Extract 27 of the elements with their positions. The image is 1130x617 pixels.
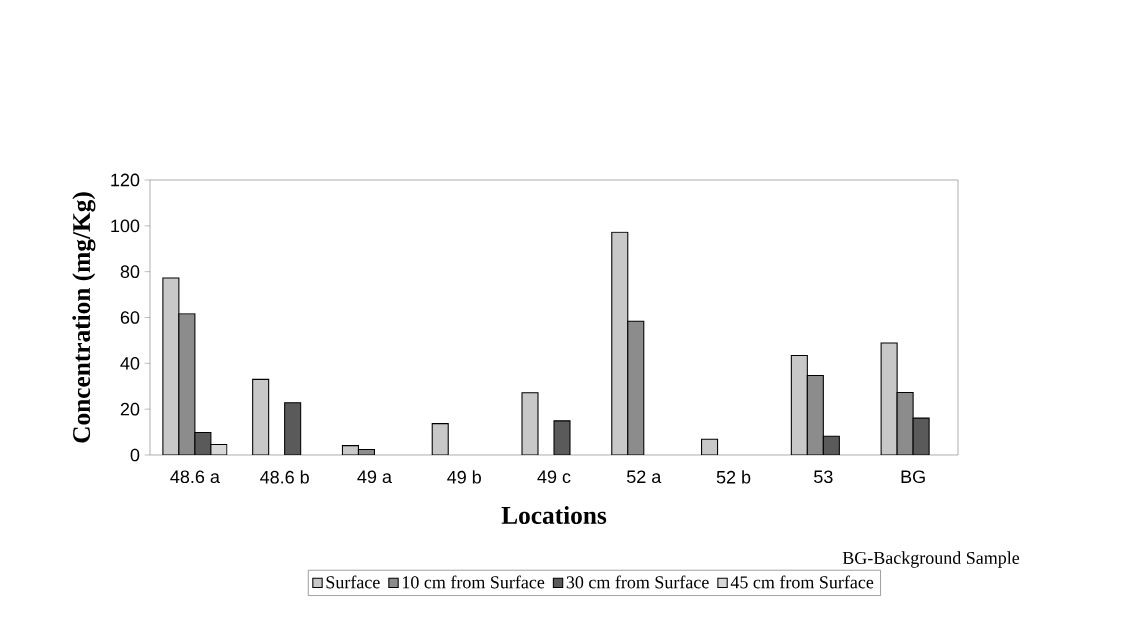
x-tick-label: 49 c	[537, 470, 571, 484]
y-tick-label: 0	[130, 448, 140, 462]
x-tick-label: 52 a	[626, 470, 662, 484]
y-axis-title: Concentration (mg/Kg)	[72, 192, 96, 443]
bar	[252, 378, 270, 455]
y-tick-label: 40	[120, 356, 140, 370]
text: BG-Background Sample	[842, 551, 1020, 568]
legend-label: 10 cm from Surface	[402, 575, 545, 589]
x-tick-label: 49 a	[357, 470, 392, 484]
x-tick-label: 48.6 b	[260, 470, 309, 484]
y-tick-label: 120	[111, 173, 140, 187]
x-tick-label: 52 b	[716, 470, 751, 484]
y-tick-label: 60	[120, 311, 140, 324]
legend-label: 45 cm from Surface	[730, 575, 874, 589]
bar	[431, 423, 449, 455]
bar	[521, 392, 539, 455]
x-tick-label: BG	[901, 470, 925, 484]
x-tick-label: 49 b	[447, 470, 481, 484]
y-tick-label: 20	[120, 402, 140, 416]
x-tick-label: 53	[814, 470, 833, 484]
legend-label: Surface	[326, 575, 380, 589]
x-axis-title: Locations	[501, 506, 607, 524]
bar	[701, 438, 719, 455]
x-tick-label: 48.6 a	[170, 470, 220, 484]
y-tick-label: 100	[111, 219, 140, 233]
legend-label: 30 cm from Surface	[566, 575, 709, 589]
y-tick-label: 80	[120, 265, 140, 279]
